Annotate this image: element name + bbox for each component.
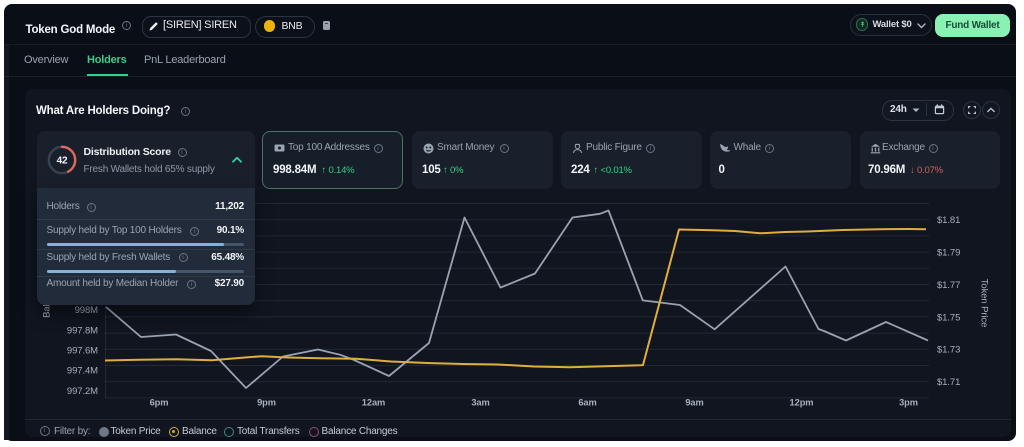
svg-text:997.2M: 997.2M: [67, 386, 98, 397]
svg-text:997.6M: 997.6M: [67, 345, 98, 356]
svg-text:6am: 6am: [578, 398, 596, 408]
svg-text:997.4M: 997.4M: [67, 366, 98, 377]
svg-text:3am: 3am: [471, 398, 489, 408]
svg-text:12pm: 12pm: [790, 398, 814, 408]
svg-text:$1.81: $1.81: [937, 215, 960, 226]
svg-text:$1.71: $1.71: [937, 377, 960, 388]
svg-text:997.8M: 997.8M: [67, 325, 98, 336]
svg-text:$1.73: $1.73: [937, 345, 960, 356]
svg-text:42: 42: [56, 155, 67, 166]
svg-text:$1.77: $1.77: [937, 280, 960, 291]
svg-text:Token Price: Token Price: [979, 279, 990, 328]
svg-text:$1.75: $1.75: [937, 312, 960, 323]
svg-text:12am: 12am: [362, 398, 385, 408]
svg-text:998M: 998M: [75, 305, 99, 316]
svg-text:$1.79: $1.79: [937, 248, 960, 259]
svg-text:6pm: 6pm: [150, 398, 169, 408]
svg-text:3pm: 3pm: [899, 398, 918, 408]
svg-text:9am: 9am: [685, 398, 703, 408]
svg-text:9pm: 9pm: [257, 398, 276, 408]
